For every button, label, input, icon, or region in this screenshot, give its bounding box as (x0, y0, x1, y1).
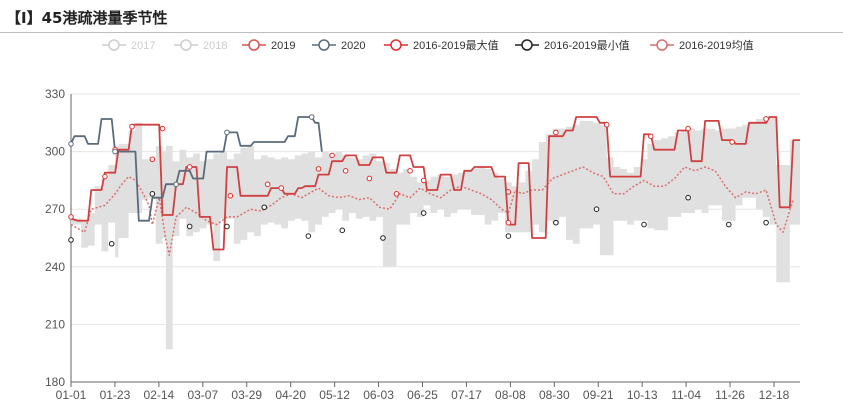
x-tick-label: 03-07 (187, 388, 218, 402)
y-tick-label: 240 (45, 260, 65, 274)
series-2020-point (308, 114, 315, 120)
max-point (227, 192, 234, 199)
min-point (305, 233, 312, 239)
x-tick-label: 08-08 (495, 388, 526, 402)
chart-header: 【I】45港疏港量季节性 (0, 0, 843, 33)
legend-item-2016-2019最大值[interactable]: 2016-2019最大值 (413, 38, 499, 52)
min-max-range-band (71, 117, 800, 350)
min-point (224, 223, 230, 230)
y-tick-label: 210 (45, 317, 65, 331)
x-tick-label: 09-21 (583, 388, 614, 402)
max-point (159, 125, 166, 132)
max-point (264, 181, 271, 188)
max-point (102, 173, 108, 180)
legend-swatch-marker[interactable] (108, 39, 120, 51)
max-point (553, 129, 559, 136)
x-tick-label: 12-18 (759, 388, 790, 402)
max-point (186, 164, 193, 170)
series-2020-point (68, 141, 74, 147)
min-point (339, 227, 346, 234)
max-point (68, 214, 74, 220)
min-point (505, 233, 512, 239)
max-point (407, 168, 413, 174)
min-point (380, 235, 386, 241)
legend-item-2018[interactable]: 2018 (203, 40, 227, 52)
max-point (505, 219, 512, 226)
max-point (129, 123, 135, 130)
min-point (186, 223, 193, 230)
max-point (278, 185, 285, 191)
min-point (108, 240, 115, 247)
series-2019-line (70, 116, 800, 251)
series-2020-point (112, 148, 118, 155)
series-2020-point (224, 129, 230, 136)
min-point (593, 206, 600, 212)
min-point (553, 219, 559, 226)
max-point (329, 152, 335, 159)
y-tick-label: 270 (45, 202, 65, 216)
max-point (393, 191, 400, 197)
series-2020-line (70, 116, 323, 222)
legend-swatch-marker[interactable] (248, 39, 260, 51)
x-tick-label: 01-01 (56, 388, 87, 402)
legend-item-2020[interactable]: 2020 (341, 40, 365, 52)
x-tick-label: 04-20 (275, 388, 306, 402)
y-tick-label: 180 (45, 375, 65, 389)
max-point (763, 116, 769, 122)
y-tick-label: 330 (45, 87, 65, 101)
max-point (149, 156, 156, 163)
x-tick-label: 11-04 (671, 388, 701, 402)
legend-swatch-marker[interactable] (656, 39, 668, 51)
max-point (505, 189, 512, 195)
min-point (149, 191, 156, 197)
legend-item-2017[interactable]: 2017 (131, 40, 155, 52)
max-point (729, 139, 735, 145)
x-tick-label: 03-29 (231, 388, 262, 402)
legend-item-2016-2019最小值[interactable]: 2016-2019最小值 (544, 39, 630, 52)
legend-swatch-marker[interactable] (318, 39, 330, 51)
x-tick-label: 07-17 (451, 388, 482, 402)
legend-item-2016-2019均值[interactable]: 2016-2019均值 (679, 39, 754, 52)
legend-swatch-marker[interactable] (180, 39, 192, 51)
y-tick-label: 300 (45, 145, 65, 159)
max-point (366, 175, 373, 182)
max-point (342, 168, 349, 174)
min-point (420, 210, 427, 216)
min-point (261, 204, 268, 211)
x-tick-label: 01-23 (100, 388, 131, 402)
max-point (685, 125, 691, 132)
min-point (68, 237, 74, 243)
x-tick-label: 06-03 (363, 388, 394, 402)
min-point (763, 219, 769, 226)
x-tick-label: 05-12 (319, 388, 350, 402)
min-point (685, 194, 691, 201)
min-point (641, 221, 647, 228)
x-tick-label: 11-26 (715, 388, 745, 402)
max-point (315, 166, 322, 172)
x-tick-label: 10-13 (627, 388, 658, 402)
legend-swatch-marker[interactable] (521, 39, 533, 51)
x-tick-label: 08-30 (539, 388, 570, 402)
series-2020-point (173, 181, 179, 188)
legend-item-2019[interactable]: 2019 (271, 40, 295, 52)
legend-swatch-marker[interactable] (390, 39, 402, 51)
min-point (725, 221, 732, 228)
max-point (648, 133, 654, 140)
x-tick-label: 06-25 (407, 388, 438, 402)
page-title: 【I】45港疏港量季节性 (6, 9, 168, 27)
max-point (603, 121, 610, 128)
x-tick-label: 02-14 (144, 388, 175, 402)
max-point (420, 177, 427, 184)
